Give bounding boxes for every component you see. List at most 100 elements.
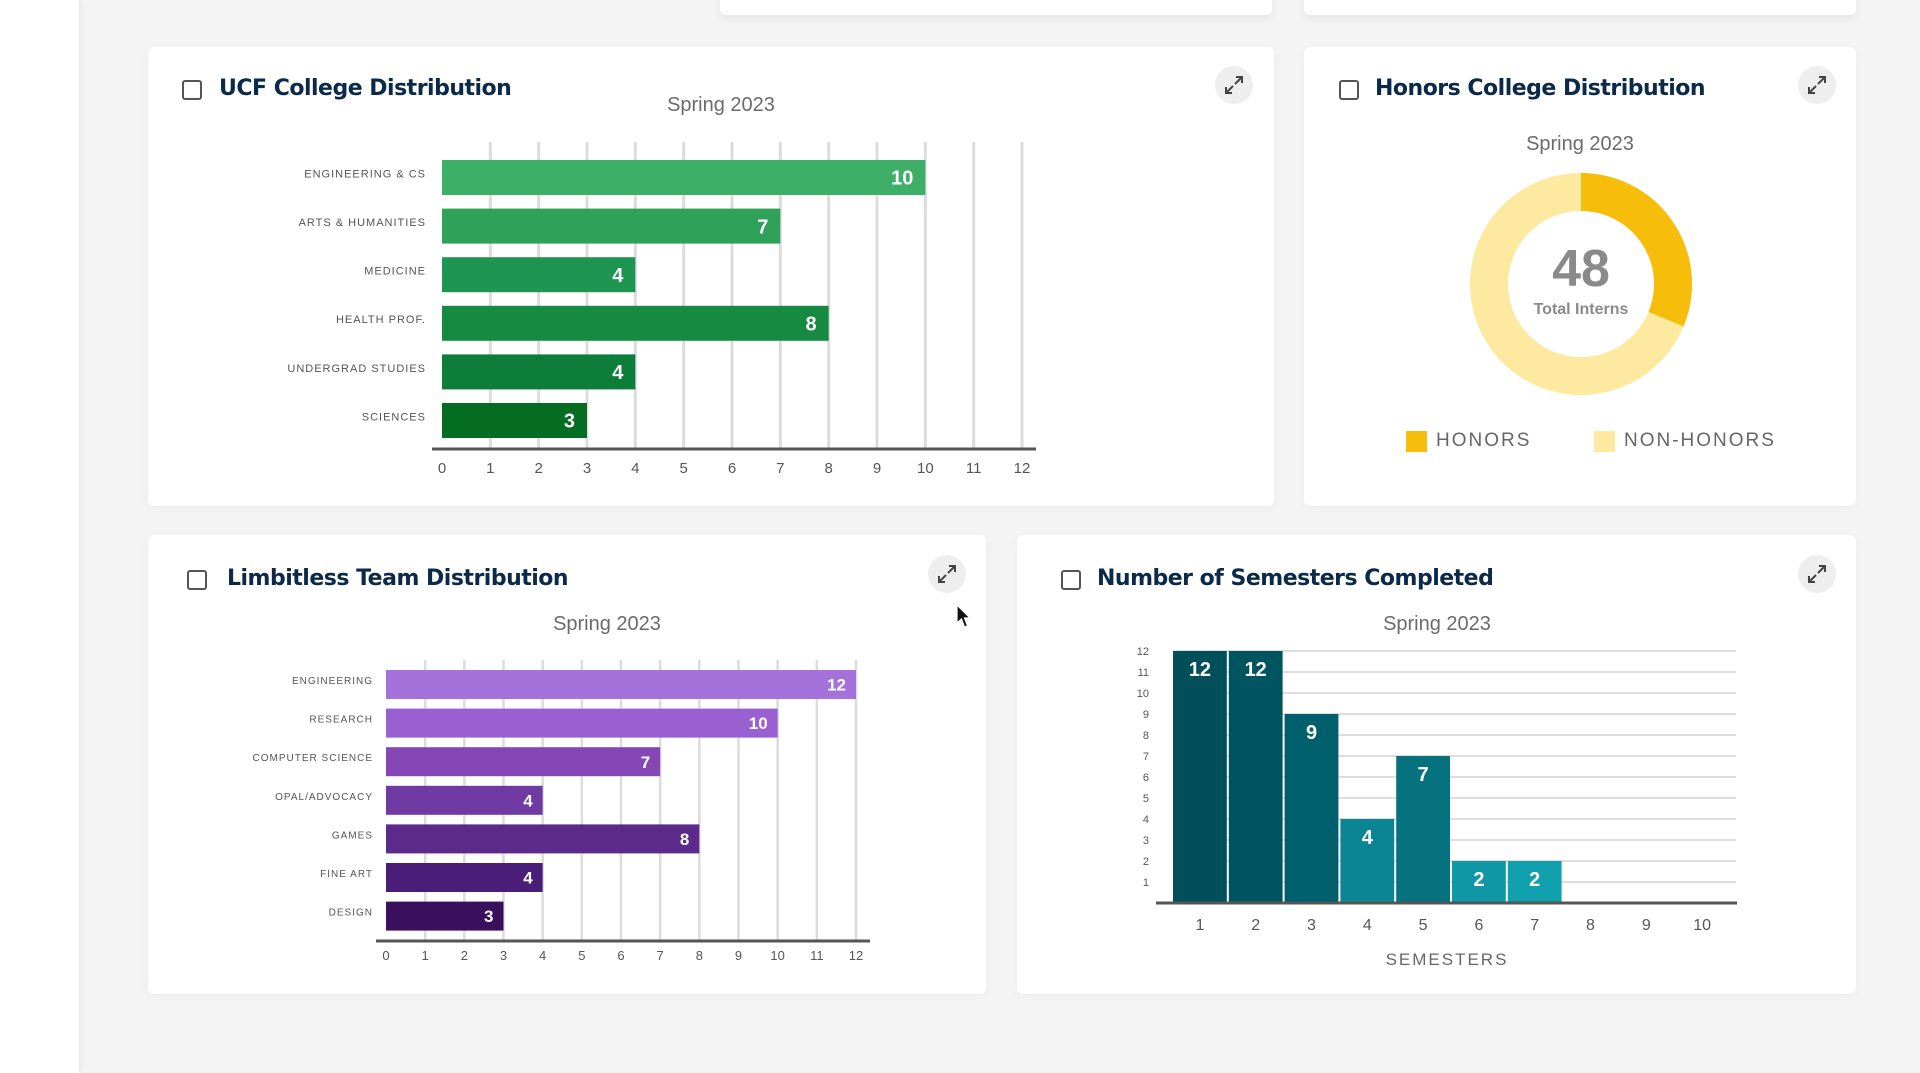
bar-value-label: 8 — [806, 314, 817, 336]
legend-label-non-honors: NON-HONORS — [1624, 430, 1776, 451]
bar-fine-art — [386, 863, 543, 892]
bar-opal-advocacy — [386, 785, 543, 815]
x-tick-label: 3 — [1307, 917, 1316, 934]
bar-engineering — [386, 670, 856, 699]
x-tick-label: 4 — [1363, 917, 1372, 934]
category-label: COMPUTER SCIENCE — [253, 753, 373, 764]
semesters-checkbox[interactable] — [1061, 570, 1081, 590]
ucf-college-checkbox[interactable] — [182, 80, 202, 100]
x-tick-label: 8 — [696, 948, 703, 963]
x-tick-label: 1 — [422, 948, 429, 963]
category-label: GAMES — [332, 830, 373, 841]
legend-label-honors: HONORS — [1436, 430, 1532, 451]
bar-value-label: 12 — [827, 676, 846, 695]
x-tick-label: 1 — [1195, 917, 1204, 934]
mouse-pointer-icon — [956, 603, 972, 628]
legend-swatch-non-honors — [1594, 430, 1615, 452]
category-label: RESEARCH — [309, 715, 373, 726]
bar-arts-humanities — [442, 208, 781, 244]
x-tick-label: 7 — [1530, 917, 1539, 934]
bar-semester-6 — [1452, 861, 1506, 903]
expand-arrows-icon — [1808, 76, 1826, 94]
bar-medicine — [442, 257, 636, 293]
x-tick-label: 11 — [810, 948, 824, 963]
category-label: OPAL/ADVOCACY — [275, 792, 373, 803]
x-tick-label: 5 — [578, 948, 585, 963]
x-tick-label: 2 — [1251, 917, 1260, 934]
bar-value-label: 12 — [1189, 659, 1211, 681]
bar-value-label: 3 — [564, 411, 575, 433]
semesters-expand-button[interactable] — [1798, 555, 1836, 593]
bar-value-label: 4 — [523, 869, 533, 888]
x-tick-label: 8 — [824, 460, 832, 477]
honors-college-checkbox[interactable] — [1339, 80, 1359, 100]
x-tick-label: 2 — [461, 948, 468, 963]
y-tick-label: 9 — [1143, 709, 1149, 721]
x-tick-label: 0 — [382, 948, 389, 963]
category-label: MEDICINE — [364, 266, 426, 278]
ucf-college-expand-button[interactable] — [1215, 66, 1253, 104]
bar-computer-science — [386, 747, 661, 777]
x-tick-label: 10 — [917, 460, 934, 477]
limbitless-team-checkbox[interactable] — [187, 570, 207, 590]
bar-value-label: 3 — [484, 907, 493, 926]
x-tick-label: 5 — [1419, 917, 1428, 934]
bar-value-label: 4 — [612, 362, 624, 384]
y-tick-label: 4 — [1143, 814, 1149, 826]
category-label: DESIGN — [329, 908, 373, 919]
x-tick-label: 3 — [500, 948, 507, 963]
bar-value-label: 2 — [1473, 869, 1484, 891]
x-tick-label: 9 — [735, 948, 742, 963]
y-tick-label: 3 — [1143, 835, 1149, 847]
category-label: HEALTH PROF. — [336, 314, 426, 326]
limbitless-team-expand-button[interactable] — [928, 555, 966, 593]
honors-college-card — [1304, 47, 1856, 506]
previous-card-bottom — [720, 0, 1272, 15]
category-label: UNDERGRAD STUDIES — [287, 363, 426, 375]
bar-value-label: 7 — [1418, 764, 1429, 786]
x-tick-label: 11 — [966, 460, 982, 477]
left-sidebar — [0, 0, 79, 1073]
x-tick-label: 10 — [1693, 917, 1711, 934]
donut-slice-honors — [1580, 173, 1692, 327]
bar-value-label: 7 — [757, 216, 768, 238]
x-tick-label: 6 — [617, 948, 624, 963]
previous-card-bottom — [1304, 0, 1856, 15]
x-tick-label: 4 — [539, 948, 546, 963]
y-tick-label: 6 — [1143, 772, 1149, 784]
bar-semester-3 — [1284, 714, 1339, 903]
bar-value-label: 4 — [523, 791, 533, 810]
expand-arrows-icon — [1808, 565, 1826, 583]
bar-value-label: 9 — [1306, 722, 1317, 744]
bar-health-prof- — [442, 305, 829, 341]
total-interns-label: Total Interns — [1533, 301, 1629, 318]
bar-value-label: 4 — [612, 265, 624, 287]
total-interns-value: 48 — [1552, 240, 1610, 298]
ucf-college-card — [148, 47, 1274, 506]
x-tick-label: 3 — [583, 460, 591, 477]
honors-college-expand-button[interactable] — [1798, 66, 1836, 104]
honors-college-subtitle: Spring 2023 — [1526, 133, 1634, 155]
y-tick-label: 12 — [1137, 646, 1149, 658]
y-tick-label: 11 — [1138, 667, 1149, 679]
bar-value-label: 10 — [749, 714, 768, 733]
y-tick-label: 10 — [1137, 688, 1149, 700]
bar-research — [386, 708, 778, 738]
x-tick-label: 2 — [534, 460, 542, 477]
y-tick-label: 2 — [1143, 856, 1149, 868]
bar-value-label: 2 — [1529, 869, 1540, 891]
bar-semester-7 — [1507, 861, 1562, 903]
bar-semester-5 — [1396, 756, 1450, 903]
category-label: ARTS & HUMANITIES — [299, 217, 426, 229]
bar-design — [386, 901, 504, 931]
y-tick-label: 5 — [1143, 793, 1149, 805]
bar-value-label: 10 — [891, 168, 913, 190]
x-tick-label: 5 — [679, 460, 687, 477]
limbitless-team-subtitle: Spring 2023 — [553, 613, 661, 635]
expand-arrows-icon — [1225, 76, 1243, 94]
donut-slice-non-honors — [1470, 173, 1684, 395]
bar-undergrad-studies — [442, 354, 636, 390]
bar-semester-1 — [1173, 651, 1227, 903]
